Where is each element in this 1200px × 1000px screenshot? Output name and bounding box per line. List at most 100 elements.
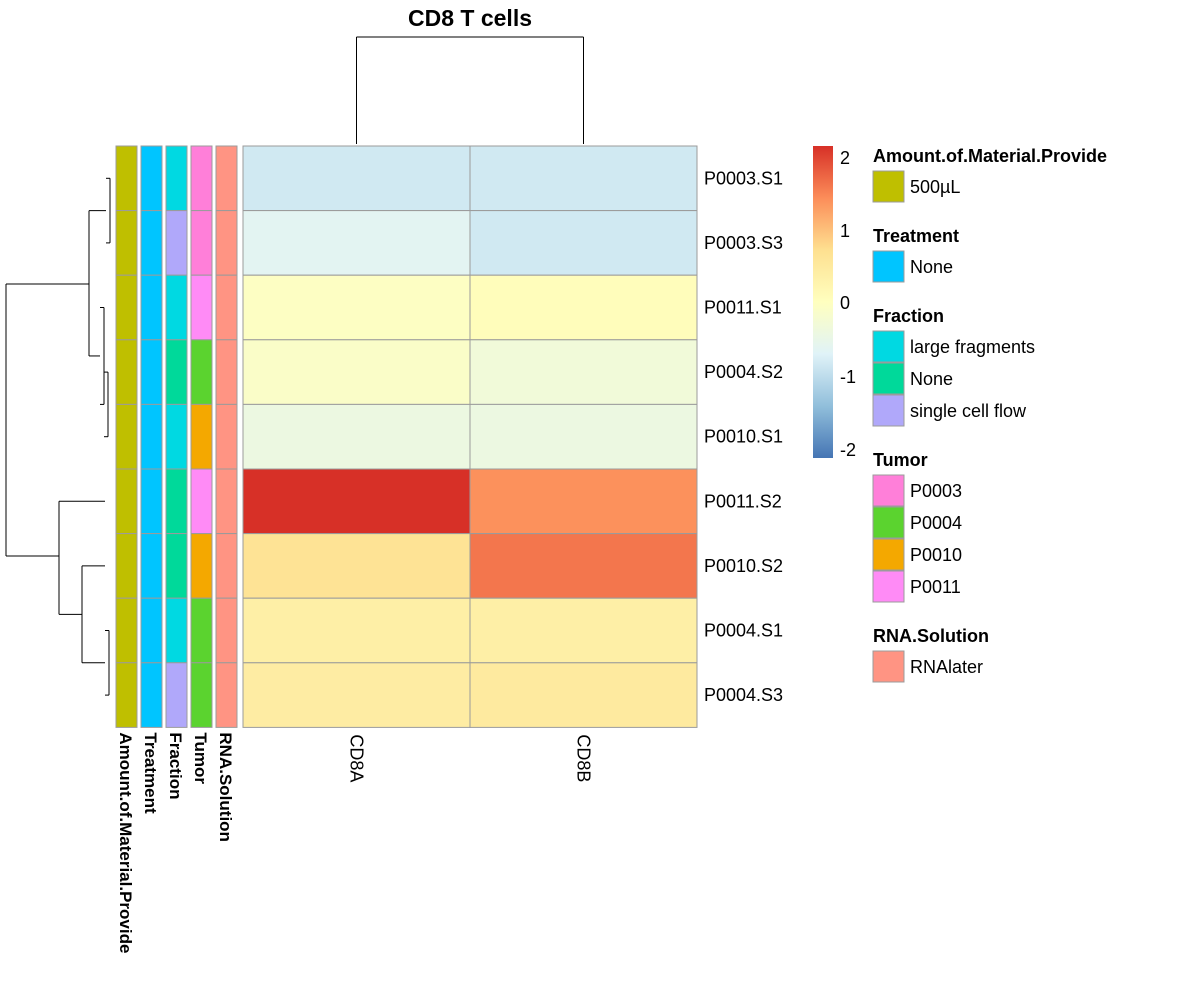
heatmap-cell [242,339,471,405]
heatmap-cell [242,403,471,470]
heatmap-cell [469,468,698,535]
annotation-track-label: Treatment [141,732,160,814]
annotation-cell [115,468,138,535]
annotation-cell [165,403,188,470]
row-dendrogram [5,177,111,696]
heatmap-cell [242,597,471,664]
annotation-cell [165,145,188,212]
heatmap-cell [469,145,698,212]
annotation-cell [190,274,213,341]
annotation-cell [140,662,163,728]
heatmap-cell [469,274,698,341]
annotation-cell [215,597,238,664]
legend-swatch [872,362,905,395]
annotation-cell [140,468,163,535]
annotation-legend: Amount.of.Material.Provide 500µL Treatment… [872,146,1107,683]
annotation-cell [215,662,238,728]
color-scale-tick-label: -1 [840,367,856,387]
annotation-cell [215,145,238,212]
legend-group-title: Treatment [873,226,959,246]
heatmap-cell [242,145,471,212]
column-dendrogram [356,36,584,144]
legend-item-label: 500µL [910,177,960,197]
annotation-cell [115,533,138,599]
annotation-cell [140,274,163,341]
heatmap-cell [469,403,698,470]
annotation-cell [165,210,188,276]
annotation-cell [215,533,238,599]
annotation-cell [190,662,213,728]
legend-item-label: P0003 [910,481,962,501]
legend-swatch [872,170,905,203]
color-scale-tick-label: 0 [840,293,850,313]
annotation-cell [190,403,213,470]
annotation-cell [215,403,238,470]
legend-swatch [872,330,905,363]
legend-group-title: Fraction [873,306,944,326]
annotation-cell [190,468,213,535]
legend-item-label: P0004 [910,513,962,533]
annotation-cell [140,533,163,599]
heatmap-cell [242,533,471,599]
heatmap-cell [469,597,698,664]
legend-item-label: None [910,369,953,389]
row-label: P0003.S1 [704,168,783,188]
color-scale-tick-label: -2 [840,440,856,460]
annotation-cell [165,339,188,405]
annotation-track-label: Fraction [166,732,185,799]
annotation-track-label: RNA.Solution [216,732,235,842]
annotation-cell [115,339,138,405]
heatmap-cell [242,274,471,341]
row-labels: P0003.S1 P0003.S3 P0011.S1 P0004.S2 P0010.S1… [704,168,783,705]
annotation-cell [215,274,238,341]
annotation-cell [140,145,163,212]
annotation-cell [215,339,238,405]
annotation-cell [190,210,213,276]
legend-item-label: None [910,257,953,277]
annotation-cell [215,210,238,276]
annotation-tracks [115,145,238,728]
annotation-cell [115,662,138,728]
annotation-cell [190,145,213,212]
legend-swatch [872,506,905,539]
color-scale-legend: 2 1 0 -1 -2 [813,146,856,460]
legend-item-label: RNAlater [910,657,983,677]
annotation-track-labels: Amount.of.Material.Provide Treatment Fract… [116,732,235,953]
legend-group-title: RNA.Solution [873,626,989,646]
row-label: P0010.S1 [704,427,783,447]
annotation-cell [140,339,163,405]
annotation-track-label: Amount.of.Material.Provide [116,732,135,953]
annotation-cell [215,468,238,535]
heatmap-cell [469,533,698,599]
legend-swatch [872,650,905,683]
legend-item-label: P0011 [910,577,961,597]
legend-swatch [872,474,905,507]
annotation-cell [115,403,138,470]
annotation-cell [140,597,163,664]
heatmap-cells [242,145,698,728]
heatmap-cell [242,662,471,728]
annotation-cell [190,533,213,599]
annotation-cell [165,662,188,728]
color-scale-tick-label: 1 [840,221,850,241]
legend-swatch [872,538,905,571]
column-label: CD8B [574,734,594,782]
heatmap-cell [242,210,471,276]
row-label: P0011.S2 [704,491,782,511]
legend-group-title: Tumor [873,450,928,470]
color-scale-tick-label: 2 [840,148,850,168]
row-label: P0010.S2 [704,556,783,576]
annotation-cell [165,597,188,664]
annotation-cell [190,339,213,405]
annotation-cell [140,403,163,470]
row-label: P0004.S1 [704,621,783,641]
annotation-cell [165,274,188,341]
row-label: P0003.S3 [704,233,783,253]
row-label: P0011.S1 [704,298,782,318]
heatmap-cell [242,468,471,535]
heatmap-cell [469,339,698,405]
annotation-cell [165,468,188,535]
annotation-cell [115,274,138,341]
annotation-cell [115,597,138,664]
